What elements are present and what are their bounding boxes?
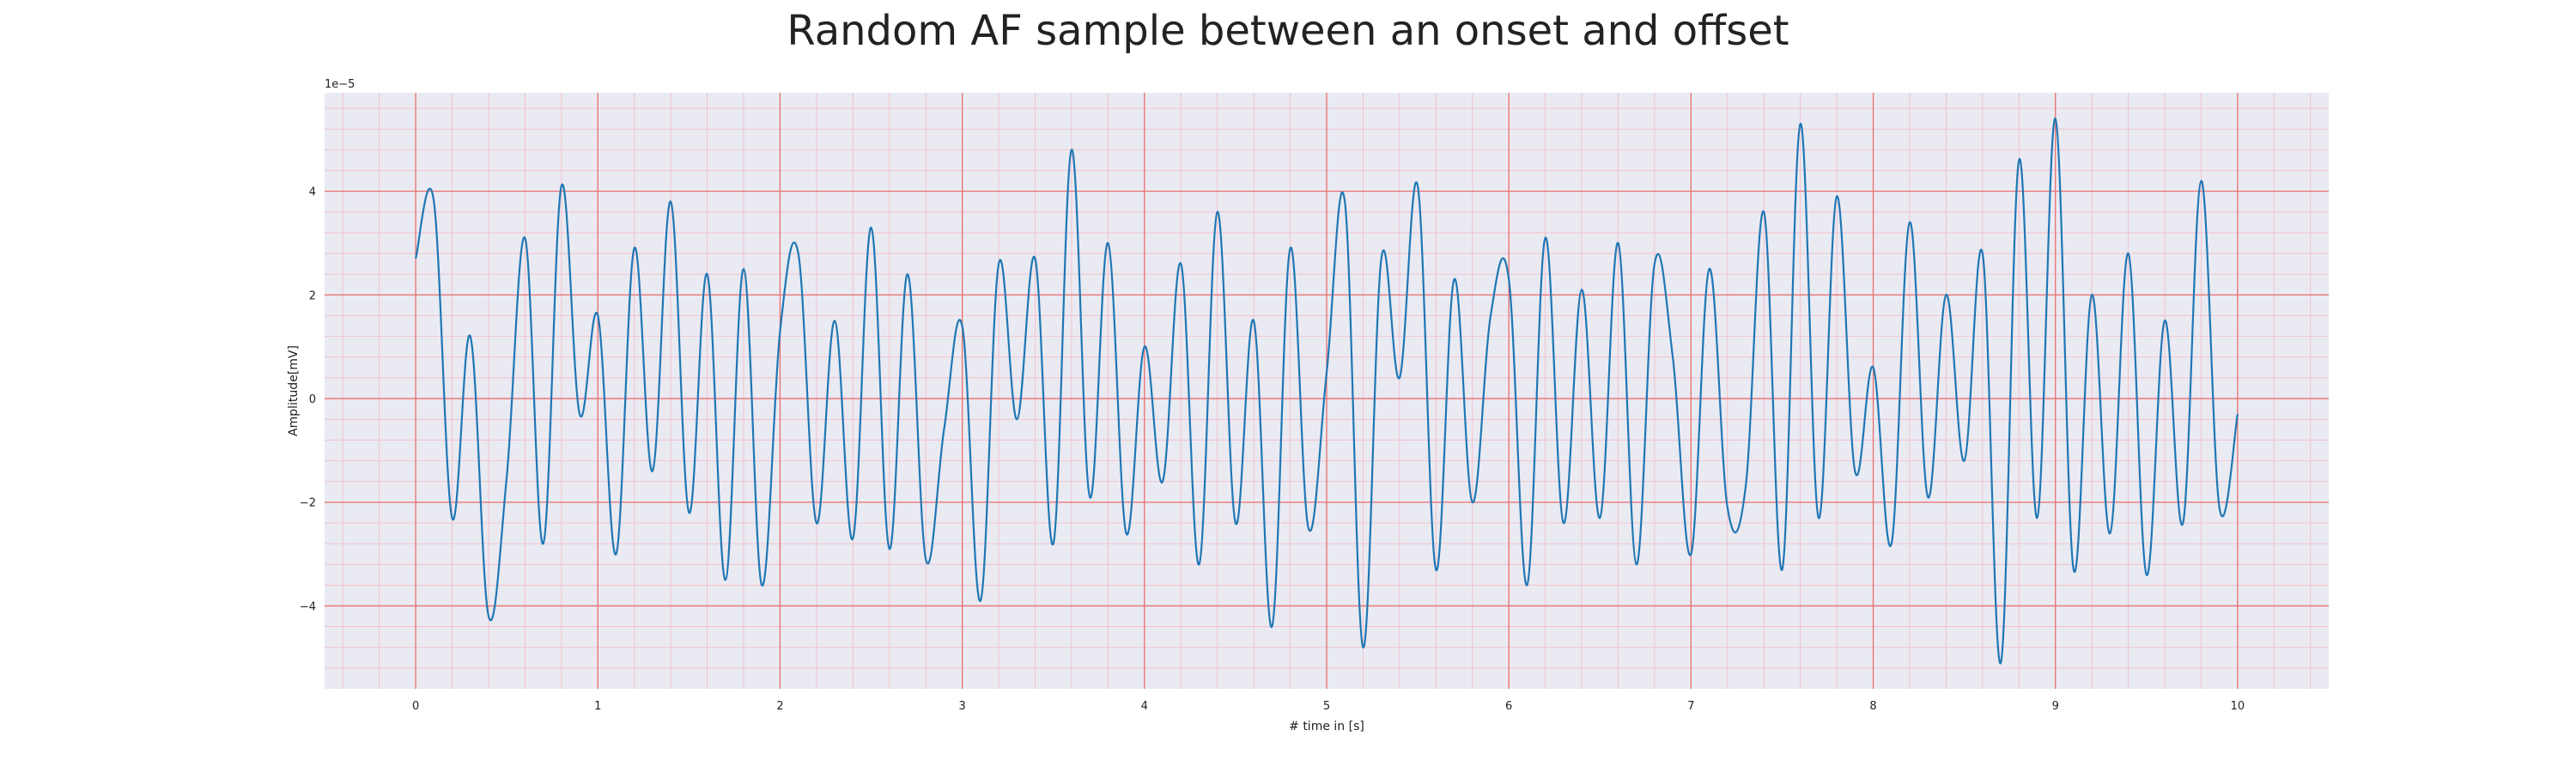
x-tick-label: 1 [594, 700, 601, 713]
x-axis-label: # time in [s] [1289, 720, 1364, 733]
x-tick-label: 3 [958, 700, 965, 713]
x-tick-label: 9 [2052, 700, 2059, 713]
y-tick-label: 2 [309, 289, 316, 302]
x-tick-label: 4 [1141, 700, 1148, 713]
x-tick-label: 7 [1687, 700, 1694, 713]
x-tick-label: 10 [2231, 700, 2245, 713]
x-tick-label: 0 [412, 700, 419, 713]
signal-line [415, 118, 2239, 664]
chart-title: Random AF sample between an onset and of… [787, 7, 1789, 55]
y-tick-label: −4 [300, 600, 316, 613]
y-tick-labels: −4 −2 0 2 4 [300, 186, 316, 614]
y-offset-label: 1e−5 [325, 78, 355, 91]
y-tick-label: −2 [300, 497, 316, 510]
x-tick-label: 2 [776, 700, 783, 713]
y-axis-label: Amplitude[mV] [287, 345, 301, 436]
x-tick-label: 8 [1869, 700, 1876, 713]
y-tick-label: 4 [309, 186, 316, 199]
x-tick-label: 6 [1505, 700, 1512, 713]
y-tick-label: 0 [309, 393, 316, 406]
x-tick-label: 5 [1323, 700, 1330, 713]
x-tick-labels: 0 1 2 3 4 5 6 7 8 9 10 [412, 700, 2245, 713]
